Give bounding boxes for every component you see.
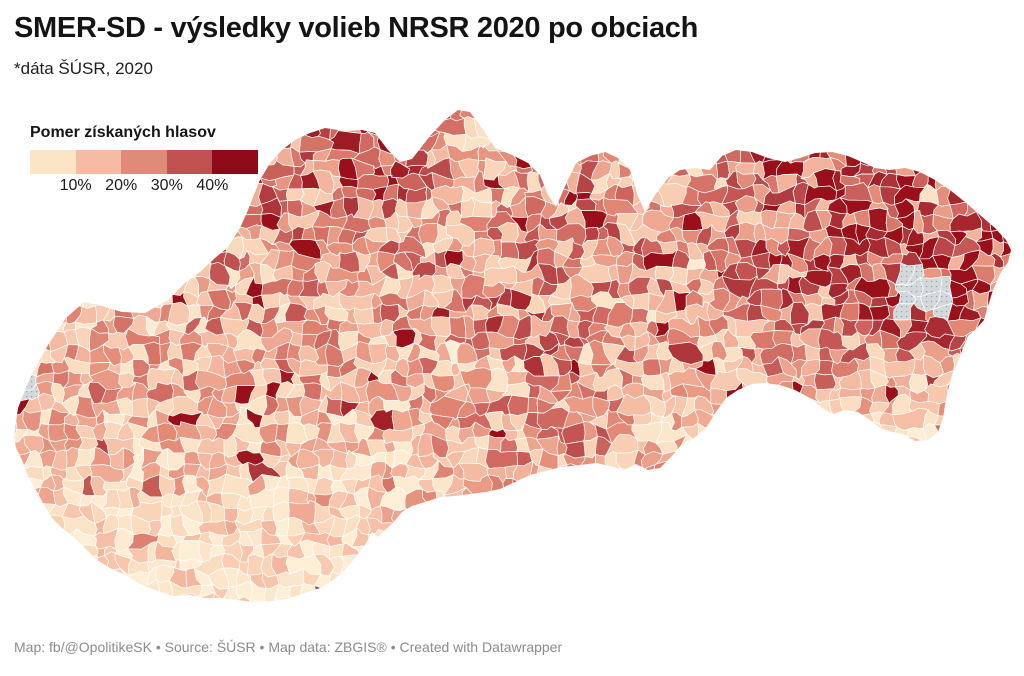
map-legend: Pomer získaných hlasov 10% 20% 30% 40% (30, 124, 258, 197)
municipality-cell[interactable] (708, 143, 728, 165)
municipality-cell[interactable] (775, 381, 794, 402)
municipality-cell[interactable] (168, 594, 183, 610)
municipality-cell[interactable] (553, 171, 570, 192)
municipality-cell[interactable] (838, 387, 862, 399)
municipality-cell[interactable] (131, 397, 150, 418)
municipality-cell[interactable] (630, 292, 650, 311)
municipality-cell[interactable] (353, 307, 374, 325)
municipality-cell[interactable] (39, 331, 52, 352)
municipality-cell[interactable] (952, 352, 968, 375)
attribution-caption: Map: fb/@OpolitikeSK • Source: ŠÚSR • Ma… (14, 639, 563, 655)
municipality-cell[interactable] (47, 306, 67, 325)
municipality-cell[interactable] (987, 289, 1008, 309)
municipality-cell[interactable] (507, 394, 529, 416)
municipality-cell[interactable] (764, 381, 784, 405)
municipality-cell[interactable] (607, 467, 622, 482)
legend-swatch-3 (166, 150, 213, 174)
municipality-cell[interactable] (199, 250, 212, 265)
legend-swatch-0 (30, 150, 76, 174)
municipality-cell[interactable] (657, 160, 674, 176)
municipality-cell[interactable] (959, 347, 980, 358)
municipality-cell[interactable] (947, 184, 969, 206)
municipality-cell[interactable] (422, 488, 438, 507)
legend-title: Pomer získaných hlasov (30, 124, 216, 141)
municipality-cell[interactable] (752, 381, 769, 402)
legend-swatch-1 (75, 150, 122, 174)
municipality-cell[interactable] (642, 358, 661, 377)
legend-swatch-2 (121, 150, 167, 174)
municipality-cell[interactable] (219, 598, 243, 615)
municipality-cell[interactable] (511, 478, 533, 495)
municipality-cell[interactable] (341, 185, 358, 199)
municipality-cell[interactable] (274, 596, 294, 614)
municipality-cell[interactable] (264, 599, 281, 614)
municipality-cell[interactable] (313, 585, 333, 603)
municipality-cell[interactable] (537, 171, 558, 190)
municipality-cell[interactable] (273, 517, 290, 537)
municipality-cell[interactable] (246, 553, 264, 576)
legend-tick-label: 20% (105, 177, 138, 194)
municipality-cell[interactable] (629, 159, 648, 177)
municipality-cell[interactable] (141, 291, 163, 309)
page-title: SMER-SD - výsledky volieb NRSR 2020 po o… (14, 12, 699, 44)
municipality-cell[interactable] (73, 555, 99, 577)
legend-tick-labels: 10% 20% 30% 40% (30, 177, 258, 197)
municipality-cell[interactable] (527, 397, 539, 414)
municipality-cell[interactable] (1001, 222, 1017, 244)
municipality-cell[interactable] (537, 161, 557, 175)
chart-header: SMER-SD - výsledky volieb NRSR 2020 po o… (14, 10, 698, 79)
municipality-cell[interactable] (616, 467, 635, 482)
municipality-cell[interactable] (894, 156, 916, 177)
legend-tick-label: 10% (59, 177, 92, 194)
municipality-cell[interactable] (672, 161, 690, 177)
municipality-cell[interactable] (564, 158, 582, 174)
municipality-cell[interactable] (196, 437, 225, 455)
municipality-cell[interactable] (710, 403, 732, 416)
legend-color-scale (30, 150, 258, 174)
municipality-cell[interactable] (461, 92, 477, 111)
municipality-cell[interactable] (378, 529, 394, 545)
municipality-cell[interactable] (128, 571, 151, 591)
municipality-cell[interactable] (989, 211, 1008, 232)
legend-swatch-4 (212, 150, 258, 174)
municipality-cell[interactable] (101, 567, 126, 590)
municipality-cell[interactable] (287, 596, 305, 613)
page-subtitle: *dáta ŠÚSR, 2020 (14, 59, 153, 78)
municipality-cell[interactable] (564, 463, 581, 483)
municipality-cell[interactable] (697, 422, 718, 443)
legend-tick-label: 40% (196, 177, 229, 194)
municipality-cell[interactable] (474, 109, 496, 120)
municipality-cell[interactable] (246, 600, 267, 612)
municipality-cell[interactable] (618, 162, 638, 179)
municipality-cell[interactable] (298, 124, 321, 139)
municipality-cell[interactable] (617, 143, 638, 168)
municipality-cell[interactable] (716, 160, 730, 180)
municipality-cell[interactable] (211, 592, 223, 613)
municipality-cell[interactable] (22, 344, 43, 363)
municipality-cell[interactable] (340, 554, 361, 575)
municipality-cell[interactable] (1003, 265, 1019, 282)
municipality-cell[interactable] (129, 584, 152, 603)
municipality-cell[interactable] (934, 424, 956, 442)
municipality-cell[interactable] (696, 147, 717, 165)
municipality-cell[interactable] (24, 486, 42, 509)
municipality-cell[interactable] (445, 99, 467, 111)
municipality-cell[interactable] (819, 144, 831, 160)
municipality-cell[interactable] (919, 267, 943, 279)
municipality-cell[interactable] (329, 571, 349, 587)
municipality-cell[interactable] (497, 133, 514, 154)
municipality-cell[interactable] (710, 388, 728, 405)
municipality-cell[interactable] (405, 149, 429, 168)
municipality-cell[interactable] (391, 508, 413, 524)
municipality-cell[interactable] (629, 307, 649, 324)
municipality-cell[interactable] (81, 291, 96, 309)
municipality-cell[interactable] (239, 596, 251, 614)
municipality-cell[interactable] (946, 384, 966, 404)
municipality-cell[interactable] (999, 241, 1021, 258)
municipality-cell[interactable] (0, 408, 18, 432)
municipality-cell[interactable] (179, 593, 200, 613)
legend-tick-label: 30% (150, 177, 183, 194)
